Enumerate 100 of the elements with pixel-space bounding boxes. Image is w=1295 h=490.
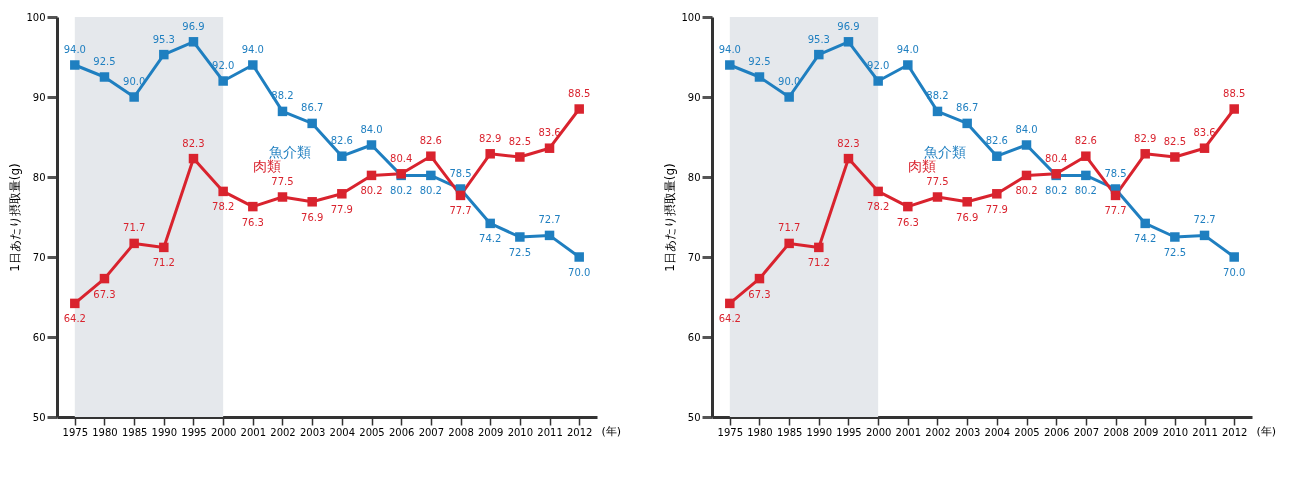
point	[99, 72, 110, 82]
point	[188, 153, 199, 164]
x-tick-label: 1975	[62, 426, 89, 438]
x-tick-label: 1975	[717, 426, 744, 438]
point	[903, 201, 913, 212]
point	[366, 170, 377, 181]
y-tick-label: 70	[687, 251, 701, 263]
point	[1140, 218, 1150, 229]
x-tick-label: 2012	[566, 426, 593, 438]
x-tick-label: 2002	[270, 426, 296, 438]
point	[159, 49, 169, 60]
data-label: 94.0	[241, 44, 264, 55]
x-tick-label: 1995	[181, 426, 207, 438]
point	[992, 151, 1002, 161]
data-label: 77.5	[926, 176, 949, 187]
point	[903, 60, 913, 70]
data-label: 84.0	[360, 124, 383, 135]
data-label: 80.2	[1045, 185, 1068, 197]
data-label: 92.0	[212, 60, 235, 71]
data-label: 82.9	[1134, 132, 1157, 144]
y-tick-label: 90	[687, 91, 701, 103]
point	[1021, 140, 1032, 150]
data-label: 80.2	[360, 185, 383, 197]
x-tick-label: 2010	[507, 426, 534, 438]
data-label: 78.5	[449, 168, 472, 179]
point	[129, 92, 139, 102]
data-label: 71.7	[123, 222, 146, 234]
data-label: 96.9	[837, 20, 860, 32]
x-tick-label: 2011	[1192, 426, 1218, 438]
y-tick-label: 50	[32, 411, 46, 423]
data-label: 95.3	[152, 33, 175, 45]
data-label: 95.3	[807, 33, 830, 45]
data-label: 77.7	[1104, 205, 1127, 217]
point	[814, 49, 824, 60]
y-tick-label: 100	[681, 11, 701, 23]
x-tick-label: 1990	[806, 426, 833, 438]
point	[218, 186, 228, 197]
point	[188, 37, 199, 47]
point	[843, 153, 854, 164]
data-label: 77.9	[985, 203, 1008, 215]
y-tick-label: 90	[32, 91, 46, 103]
point	[70, 60, 80, 70]
point	[544, 143, 555, 153]
data-label: 86.7	[956, 102, 979, 114]
data-label: 84.0	[1015, 124, 1038, 135]
data-label: 64.2	[63, 313, 86, 325]
data-label: 80.4	[1045, 152, 1068, 164]
data-label: 94.0	[896, 44, 919, 55]
point	[1170, 152, 1180, 162]
point	[277, 192, 288, 202]
x-tick-label: 1985	[121, 426, 148, 438]
point	[873, 76, 883, 86]
data-label: 80.4	[390, 152, 413, 164]
data-label: 70.0	[1223, 267, 1246, 278]
point	[426, 151, 436, 161]
data-label: 86.7	[301, 102, 324, 114]
y-axis-title: 1日あたり摂取量(g)	[8, 163, 23, 272]
point	[337, 151, 347, 161]
point	[1140, 149, 1150, 159]
data-label: 72.7	[538, 214, 561, 226]
point	[725, 60, 735, 70]
point	[1199, 143, 1210, 153]
point	[337, 189, 347, 199]
point	[485, 218, 495, 229]
data-label: 82.6	[419, 135, 442, 147]
x-tick-label: 2007	[418, 426, 445, 438]
data-label: 67.3	[748, 288, 771, 300]
point	[1021, 170, 1032, 181]
point	[248, 60, 258, 70]
x-tick-label: 2003	[954, 426, 981, 438]
data-label: 70.0	[568, 267, 591, 278]
point	[1229, 104, 1239, 114]
x-tick-label: 1980	[92, 426, 118, 438]
point	[307, 197, 317, 207]
data-label: 82.6	[1074, 135, 1097, 147]
y-tick-label: 80	[32, 171, 46, 183]
data-label: 82.6	[330, 135, 353, 147]
x-tick-label: 2004	[329, 426, 356, 438]
point	[515, 152, 525, 162]
data-label: 96.9	[182, 20, 205, 32]
x-tick-label: 2000	[865, 426, 892, 438]
x-tick-label: 2001	[895, 426, 922, 438]
x-tick-label: 1990	[151, 426, 178, 438]
point	[426, 170, 436, 181]
data-label: 77.7	[449, 205, 472, 217]
point	[932, 106, 943, 117]
data-label: 88.5	[568, 88, 591, 99]
x-tick-label: 2011	[537, 426, 563, 438]
x-tick-label: 2009	[477, 426, 504, 438]
y-axis-title: 1日あたり摂取量(g)	[663, 163, 678, 272]
x-tick-label: 2004	[984, 426, 1011, 438]
point	[1110, 190, 1121, 201]
data-label: 78.5	[1104, 168, 1127, 179]
x-tick-label: 2008	[1103, 426, 1129, 438]
point	[784, 238, 794, 249]
y-tick-label: 80	[687, 171, 701, 183]
data-label: 80.2	[390, 185, 413, 197]
data-label: 64.2	[718, 313, 741, 325]
point	[932, 192, 943, 202]
point	[1229, 252, 1239, 262]
